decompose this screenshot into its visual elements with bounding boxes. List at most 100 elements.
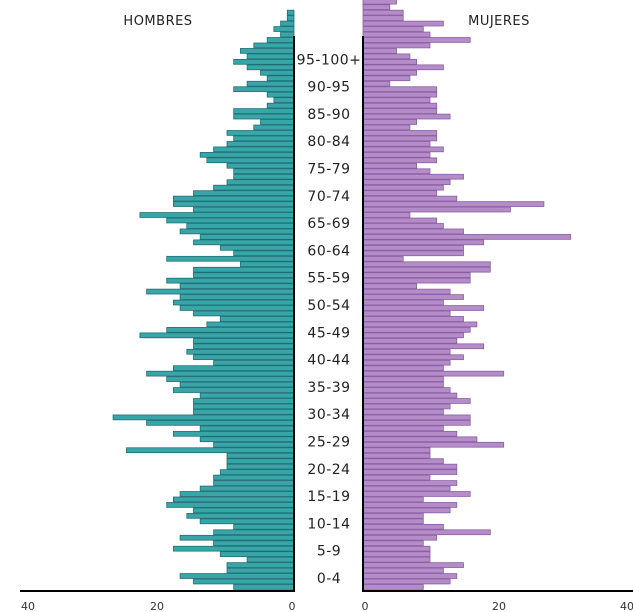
female-bar-11 — [362, 523, 444, 530]
female-bar-75 — [362, 173, 464, 180]
female-bar-80 — [362, 146, 444, 153]
right-tick-20: 20 — [492, 600, 506, 612]
female-bar-36 — [362, 387, 451, 393]
female-bar-103 — [362, 20, 444, 27]
right-series-title: MUJERES — [468, 14, 530, 29]
male-bar-45 — [193, 337, 295, 344]
male-bar-72 — [193, 190, 295, 196]
male-bar-30 — [146, 420, 295, 426]
male-bar-91 — [233, 86, 295, 93]
female-bar-48 — [362, 321, 478, 328]
male-bar-54 — [146, 288, 295, 295]
female-bar-93 — [362, 75, 411, 82]
right-tick-0: 0 — [362, 600, 369, 612]
age-label-55-59: 55-59 — [307, 271, 350, 287]
female-bar-21 — [362, 469, 458, 475]
male-bar-75 — [233, 173, 295, 180]
female-bar-79 — [362, 151, 431, 158]
male-bar-96 — [233, 59, 295, 65]
male-bar-81 — [226, 141, 295, 147]
female-bar-26 — [362, 441, 505, 448]
female-bar-85 — [362, 119, 417, 125]
male-bar-0 — [233, 584, 295, 590]
age-label-20-24: 20-24 — [307, 462, 350, 478]
female-bar-3 — [362, 567, 444, 574]
male-bar-4 — [226, 562, 295, 568]
female-bar-76 — [362, 168, 431, 175]
male-bar-29 — [199, 425, 295, 432]
female-bar-37 — [362, 381, 444, 388]
female-bar-31 — [362, 414, 471, 421]
age-label-30-34: 30-34 — [307, 407, 350, 423]
female-bar-99 — [362, 42, 431, 49]
age-label-85-90: 85-90 — [307, 107, 350, 123]
female-bar-32 — [362, 409, 444, 415]
male-bar-12 — [199, 518, 295, 525]
male-bar-98 — [239, 48, 295, 54]
left-series-title: HOMBRES — [123, 14, 192, 29]
female-bar-40 — [362, 365, 444, 372]
female-bar-89 — [362, 97, 431, 103]
male-bar-95 — [246, 64, 295, 71]
female-bar-70 — [362, 201, 545, 207]
female-bar-61 — [362, 250, 464, 257]
female-bar-67 — [362, 217, 438, 224]
male-bar-101 — [280, 31, 295, 38]
female-bar-52 — [362, 299, 444, 306]
male-bar-5 — [246, 556, 295, 563]
female-bar-104 — [362, 15, 404, 21]
age-label-5-9: 5-9 — [317, 544, 341, 560]
male-bar-82 — [233, 135, 295, 142]
age-label-60-64: 60-64 — [307, 243, 350, 259]
female-bar-9 — [362, 534, 438, 541]
female-bar-59 — [362, 261, 491, 268]
male-bar-102 — [273, 26, 295, 32]
male-bar-78 — [206, 157, 295, 164]
female-bar-33 — [362, 403, 451, 410]
male-bar-46 — [139, 332, 295, 339]
male-bar-66 — [186, 223, 295, 229]
female-bar-94 — [362, 69, 417, 76]
age-label-15-19: 15-19 — [307, 489, 350, 505]
male-bar-70 — [172, 201, 295, 207]
male-bar-27 — [199, 436, 295, 443]
male-bar-17 — [179, 491, 295, 497]
female-bar-6 — [362, 551, 431, 557]
female-bar-77 — [362, 162, 417, 169]
left-tick-40: 40 — [21, 600, 35, 612]
female-bar-68 — [362, 212, 411, 218]
male-bar-48 — [206, 321, 295, 328]
female-bar-54 — [362, 288, 451, 295]
female-bar-2 — [362, 573, 458, 579]
female-bar-20 — [362, 474, 431, 481]
male-bar-61 — [233, 250, 295, 257]
male-bar-19 — [213, 480, 295, 486]
female-bar-53 — [362, 294, 464, 300]
female-bar-97 — [362, 53, 411, 60]
male-bar-3 — [226, 567, 295, 574]
male-bar-42 — [193, 354, 295, 361]
female-bar-28 — [362, 430, 458, 437]
female-bars — [362, 0, 572, 590]
female-bar-30 — [362, 420, 471, 426]
male-bar-64 — [199, 234, 295, 240]
male-bar-35 — [199, 392, 295, 399]
male-bar-85 — [260, 119, 295, 125]
female-bar-49 — [362, 316, 464, 322]
right-tick-labels: 0 20 40 — [362, 600, 633, 612]
female-bar-88 — [362, 102, 438, 109]
male-bar-44 — [193, 343, 295, 350]
female-bar-14 — [362, 507, 451, 514]
female-bar-90 — [362, 91, 438, 98]
male-bar-22 — [226, 463, 295, 470]
male-bar-103 — [280, 20, 295, 27]
male-bar-11 — [233, 523, 295, 530]
male-bar-104 — [286, 15, 295, 21]
male-bar-15 — [166, 502, 295, 508]
male-bar-84 — [253, 124, 295, 131]
female-bar-95 — [362, 64, 444, 71]
female-bar-87 — [362, 108, 438, 114]
male-bar-40 — [172, 365, 295, 372]
male-bar-83 — [226, 130, 295, 136]
age-label-70-74: 70-74 — [307, 189, 350, 205]
